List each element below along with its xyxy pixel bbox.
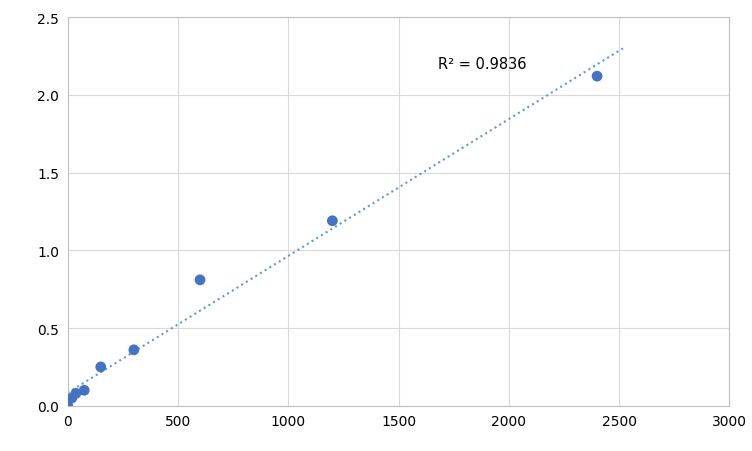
Point bbox=[66, 395, 77, 402]
Point bbox=[591, 74, 603, 81]
Point bbox=[70, 390, 82, 397]
Point bbox=[128, 346, 140, 354]
Point bbox=[62, 402, 74, 410]
Point bbox=[95, 364, 107, 371]
Text: R² = 0.9836: R² = 0.9836 bbox=[438, 57, 526, 72]
Point bbox=[326, 218, 338, 225]
Point bbox=[78, 387, 90, 394]
Point bbox=[194, 276, 206, 284]
